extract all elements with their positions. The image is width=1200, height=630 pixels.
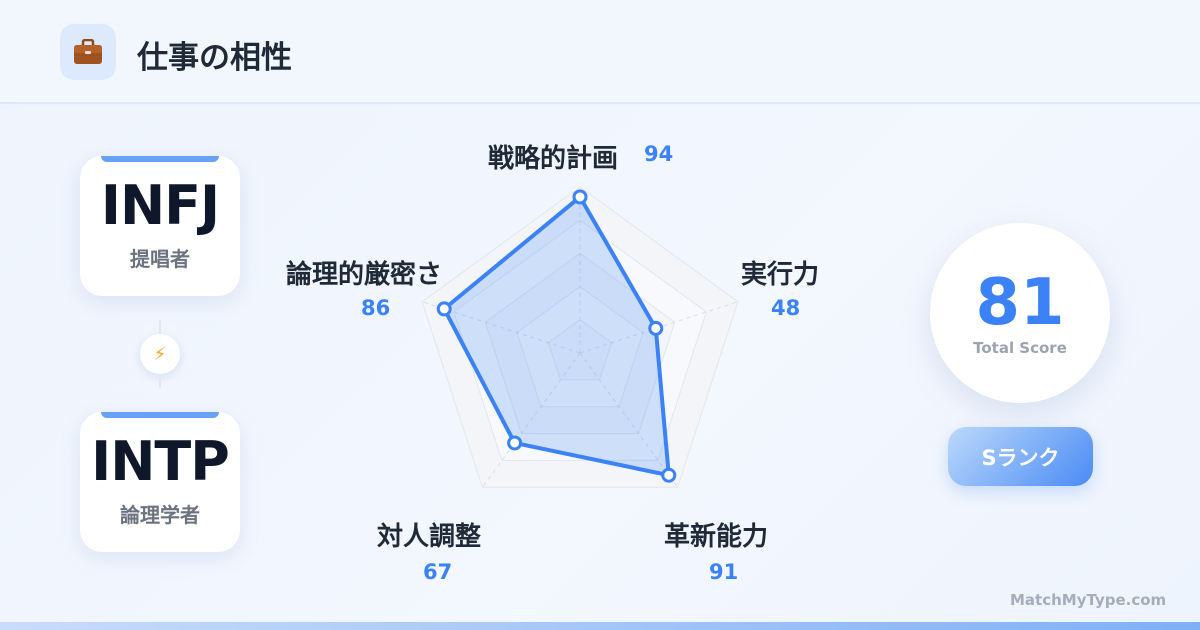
card-accent	[101, 412, 219, 418]
value-label: 67	[423, 560, 453, 584]
data-area	[442, 194, 671, 478]
data-point	[572, 189, 588, 205]
rank-badge: Sランク	[948, 427, 1093, 486]
type-card-1: INFJ 提唱者	[80, 156, 240, 296]
total-score: 81 Total Score	[930, 223, 1110, 403]
value-label: 91	[709, 560, 739, 584]
value-label: 86	[361, 296, 391, 320]
grid-spoke	[579, 352, 678, 488]
data-point	[436, 301, 452, 317]
header: 仕事の相性	[0, 0, 1200, 104]
page-title: 仕事の相性	[137, 40, 292, 76]
axis-label: 戦略的計画	[488, 144, 619, 174]
card-accent	[101, 156, 219, 162]
bottom-bar	[0, 622, 1200, 630]
grid-spoke	[482, 352, 581, 488]
score-caption: Total Score	[973, 339, 1067, 357]
score-value: 81	[975, 266, 1065, 340]
connector-line	[159, 320, 161, 334]
value-label: 48	[771, 296, 801, 320]
axis-label: 対人調整	[377, 522, 482, 552]
data-point	[648, 320, 664, 336]
type-name: 提唱者	[130, 247, 190, 271]
connector-line	[159, 374, 161, 388]
axis-label: 実行力	[741, 260, 820, 290]
type-card-2: INTP 論理学者	[80, 412, 240, 552]
axis-label: 論理的厳密さ	[286, 260, 443, 290]
data-point	[661, 467, 677, 483]
type-code: INTP	[91, 430, 230, 493]
value-label: 94	[644, 142, 674, 166]
data-point	[507, 435, 523, 451]
briefcase-icon	[60, 24, 116, 80]
lightning-icon: ⚡	[140, 334, 180, 374]
type-code: INFJ	[100, 174, 220, 237]
type-name: 論理学者	[120, 503, 200, 527]
axis-label: 革新能力	[664, 522, 769, 552]
footer-brand: MatchMyType.com	[1010, 591, 1167, 609]
